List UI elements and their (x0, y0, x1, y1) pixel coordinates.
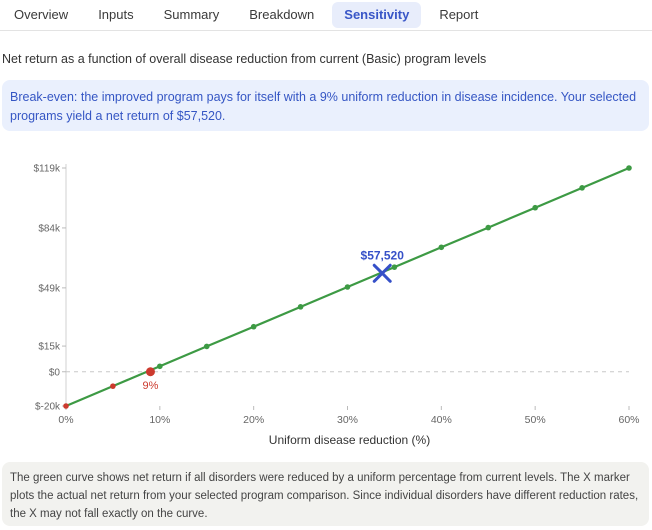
tab-bar: Overview Inputs Summary Breakdown Sensitivit… (0, 0, 652, 31)
data-point (532, 204, 538, 211)
y-tick-label: $119k (33, 164, 61, 175)
y-tick-label: $84k (38, 223, 61, 234)
data-point (391, 264, 398, 270)
data-point (485, 224, 492, 231)
actual-return-marker (372, 263, 392, 283)
tab-inputs[interactable]: Inputs (98, 7, 134, 22)
data-point (203, 343, 210, 350)
x-tick-label: 10% (149, 414, 170, 426)
data-point (297, 304, 304, 310)
x-axis-label: Uniform disease reduction (%) (269, 433, 430, 447)
x-tick-label: 40% (431, 414, 452, 426)
y-tick-label: $15k (38, 342, 61, 353)
data-point (63, 403, 69, 409)
sensitivity-chart: $-20k $0 $15k $49k $84k $119k 0% 10% 20% 30% 40% 50… (33, 164, 639, 448)
data-point (438, 244, 445, 251)
data-point (110, 383, 116, 389)
data-point (157, 363, 163, 370)
chart-subtitle: Net return as a function of overall dise… (2, 52, 487, 66)
breakeven-note: Break-even: the improved program pays fo… (2, 80, 649, 131)
tab-sensitivity[interactable]: Sensitivity (332, 2, 422, 28)
y-tick-label: $0 (49, 367, 61, 378)
tab-summary[interactable]: Summary (163, 7, 220, 22)
x-tick-label: 0% (58, 414, 73, 426)
actual-return-label: $57,520 (361, 248, 405, 262)
explanation-note: The green curve shows net return if all … (2, 462, 649, 526)
data-point (250, 323, 257, 330)
data-point (344, 284, 351, 290)
data-point (579, 185, 585, 191)
breakeven-label: 9% (142, 380, 158, 392)
tab-overview[interactable]: Overview (14, 7, 69, 22)
x-tick-label: 60% (618, 414, 639, 426)
x-tick-label: 30% (337, 414, 358, 426)
x-tick-label: 50% (525, 414, 546, 426)
tab-report[interactable]: Report (439, 7, 479, 22)
breakeven-point (145, 367, 155, 377)
y-tick-label: $-20k (35, 402, 61, 413)
tab-breakdown[interactable]: Breakdown (249, 7, 315, 22)
data-point (626, 165, 632, 171)
y-tick-label: $49k (38, 283, 61, 294)
x-tick-label: 20% (243, 414, 264, 426)
